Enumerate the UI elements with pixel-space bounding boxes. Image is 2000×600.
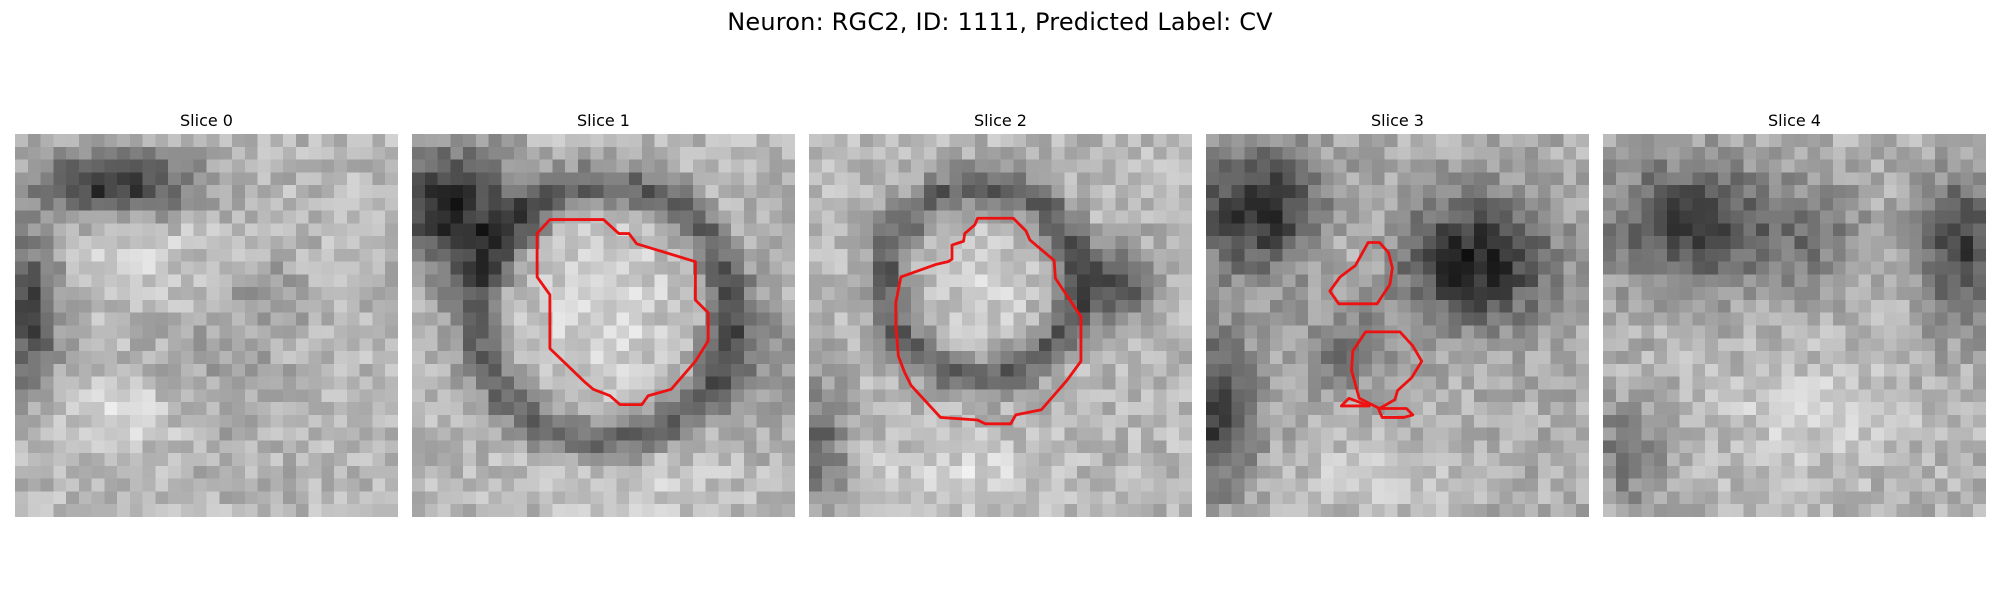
slice-panel-2: Slice 2	[809, 110, 1192, 517]
slice-image-3	[1206, 134, 1589, 517]
slice-panel-1: Slice 1	[412, 110, 795, 517]
slice-title-3: Slice 3	[1206, 110, 1589, 132]
slice-image-0	[15, 134, 398, 517]
slice-title-0: Slice 0	[15, 110, 398, 132]
slice-image-4	[1603, 134, 1986, 517]
slice-title-2: Slice 2	[809, 110, 1192, 132]
slice-grayscale-3	[1206, 134, 1589, 517]
slice-panel-3: Slice 3	[1206, 110, 1589, 517]
slice-grayscale-0	[15, 134, 398, 517]
slice-panel-0: Slice 0	[15, 110, 398, 517]
slice-panel-4: Slice 4	[1603, 110, 1986, 517]
slice-grayscale-2	[809, 134, 1192, 517]
slice-image-2	[809, 134, 1192, 517]
slice-title-1: Slice 1	[412, 110, 795, 132]
slice-title-4: Slice 4	[1603, 110, 1986, 132]
slice-grayscale-1	[412, 134, 795, 517]
slice-image-1	[412, 134, 795, 517]
figure-title: Neuron: RGC2, ID: 1111, Predicted Label:…	[0, 8, 2000, 36]
slice-grayscale-4	[1603, 134, 1986, 517]
